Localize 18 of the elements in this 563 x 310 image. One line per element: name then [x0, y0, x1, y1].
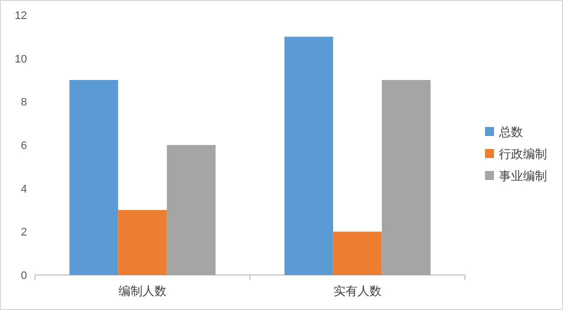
y-tick-label: 10 [14, 53, 27, 66]
legend-label: 总数 [498, 125, 523, 139]
bar [284, 36, 334, 275]
y-tick-label: 8 [20, 96, 27, 109]
legend-label: 事业编制 [499, 169, 547, 183]
y-tick-label: 2 [20, 226, 27, 239]
x-tick-label: 编制人数 [118, 284, 166, 298]
x-tick-label: 实有人数 [334, 284, 382, 298]
legend-label: 行政编制 [499, 147, 547, 161]
bar [333, 232, 382, 275]
bar [118, 210, 167, 275]
bar [69, 80, 118, 275]
bar [382, 80, 431, 275]
y-tick-label: 6 [20, 140, 27, 152]
bar [166, 145, 216, 275]
y-tick-label: 4 [20, 183, 27, 196]
y-tick-label: 0 [20, 270, 27, 282]
y-tick-label: 12 [14, 10, 27, 22]
